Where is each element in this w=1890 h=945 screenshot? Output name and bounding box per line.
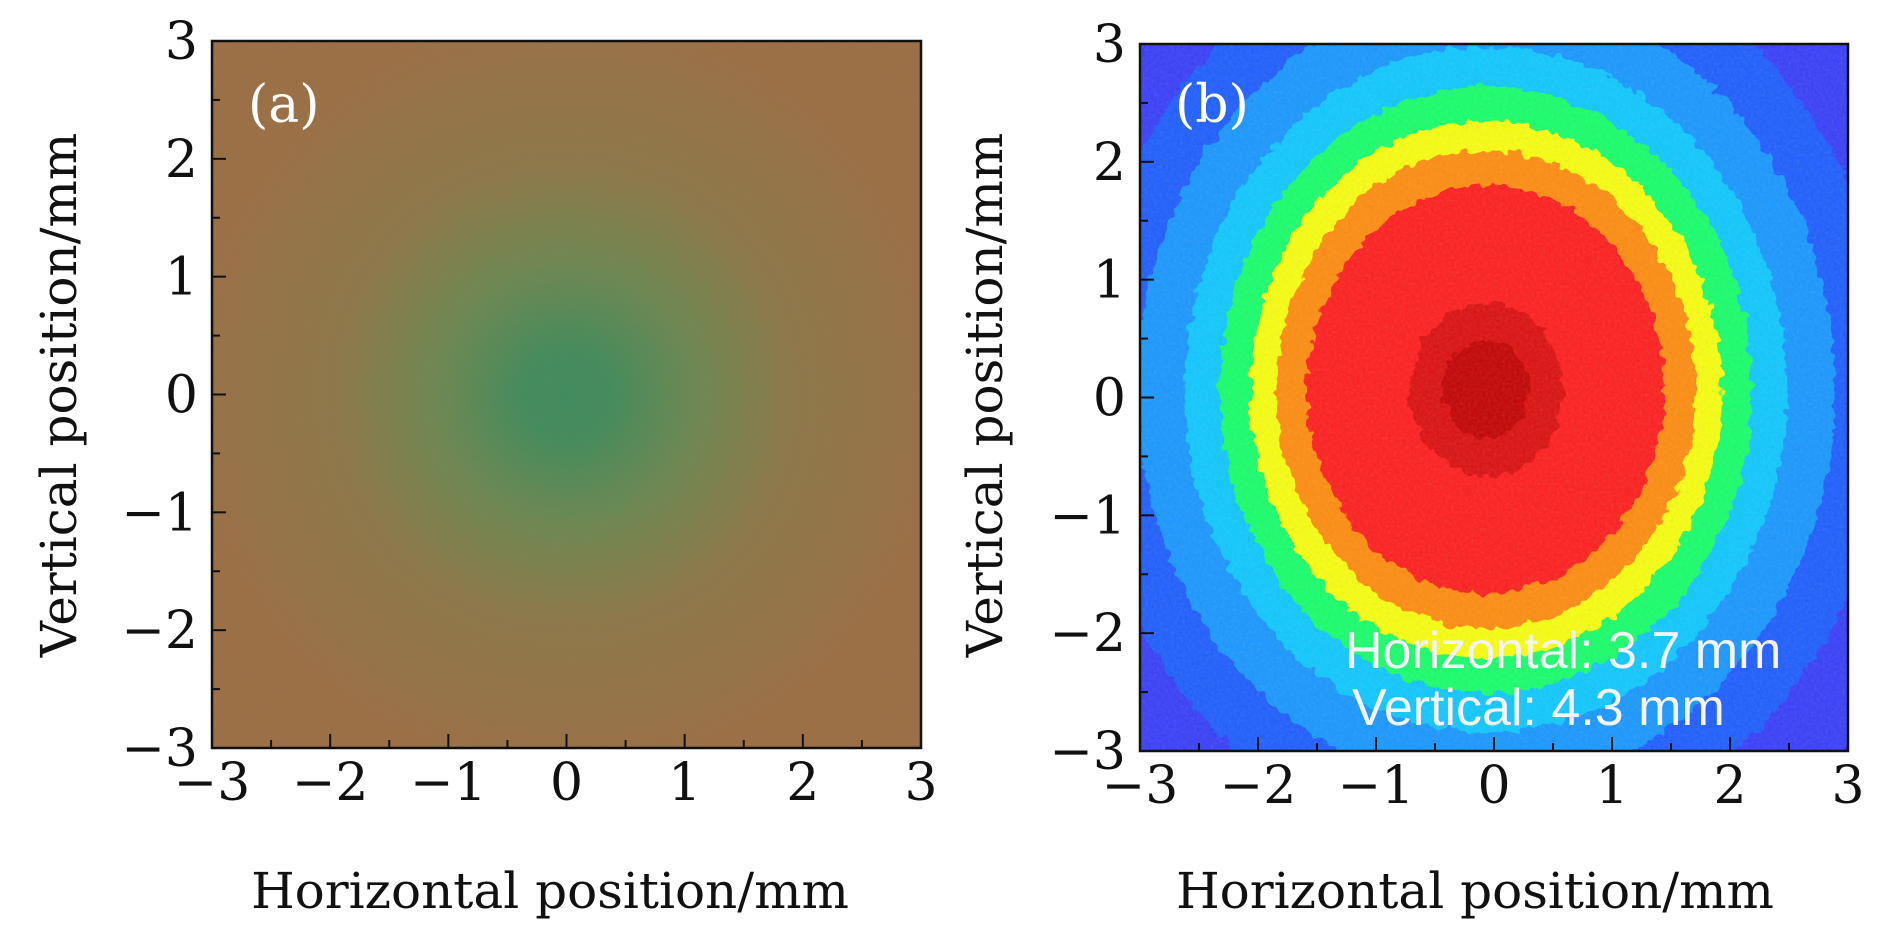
x-tick-label: −1	[410, 753, 487, 813]
y-tick-label: 3	[165, 12, 198, 72]
y-tick-label: 2	[1093, 133, 1126, 193]
x-tick-label: 2	[1713, 756, 1746, 816]
y-tick-label: −1	[1049, 486, 1126, 546]
x-tick-label: 2	[786, 753, 819, 813]
x-tick-label: 0	[550, 753, 583, 813]
y-ticks-a: −3 −2 −1 0 1 2 3	[121, 12, 226, 779]
annotation-vertical-height: Vertical: 4.3 mm	[1352, 679, 1725, 737]
panel-b: −3 −2 −1 0 1 2 3 −3 −2 −1 0 1 2 3 (b) Horizontal: 3.…	[956, 15, 1865, 920]
y-tick-label: −1	[121, 483, 198, 543]
y-tick-label: 3	[1093, 15, 1126, 75]
x-tick-label: −3	[1102, 756, 1179, 816]
speckle-overlay-b	[1140, 44, 1848, 751]
x-ticks-b: −3 −2 −1 0 1 2 3	[1102, 737, 1865, 816]
panel-label-a: (a)	[248, 75, 320, 135]
x-ticks-a: −3 −2 −1 0 1 2 3	[174, 734, 938, 813]
y-tick-label: 1	[165, 248, 198, 308]
heatmap-a	[212, 41, 921, 748]
y-ticks-b: −3 −2 −1 0 1 2 3	[1049, 15, 1154, 782]
x-axis-label-b: Horizontal position/mm	[1176, 862, 1774, 920]
x-tick-label: 3	[1831, 756, 1864, 816]
x-tick-label: 3	[904, 753, 937, 813]
x-axis-label-a: Horizontal position/mm	[251, 862, 849, 920]
y-tick-label: −3	[1049, 722, 1126, 782]
y-tick-label: −2	[1049, 604, 1126, 664]
y-axis-label-b: Vertical position/mm	[956, 133, 1014, 659]
x-tick-label: 1	[1595, 756, 1628, 816]
annotation-horizontal-width: Horizontal: 3.7 mm	[1345, 622, 1781, 680]
x-tick-label: −2	[1220, 756, 1297, 816]
y-tick-label: 0	[165, 366, 198, 426]
x-tick-label: −1	[1338, 756, 1415, 816]
heatmap-b	[1140, 44, 1848, 751]
x-tick-label: −3	[174, 753, 251, 813]
x-tick-label: 1	[668, 753, 701, 813]
y-tick-label: −2	[121, 601, 198, 661]
x-tick-label: −2	[292, 753, 369, 813]
y-tick-label: 2	[165, 130, 198, 190]
y-tick-label: 0	[1093, 369, 1126, 429]
y-tick-label: 1	[1093, 251, 1126, 311]
noise-overlay-a	[212, 41, 921, 748]
y-tick-label: −3	[121, 719, 198, 779]
y-axis-label-a: Vertical position/mm	[30, 133, 88, 659]
panel-label-b: (b)	[1175, 75, 1249, 135]
panel-a: −3 −2 −1 0 1 2 3 −3 −2 −1 0 1 2 3 (a) Horizontal pos…	[30, 12, 938, 920]
x-tick-label: 0	[1477, 756, 1510, 816]
